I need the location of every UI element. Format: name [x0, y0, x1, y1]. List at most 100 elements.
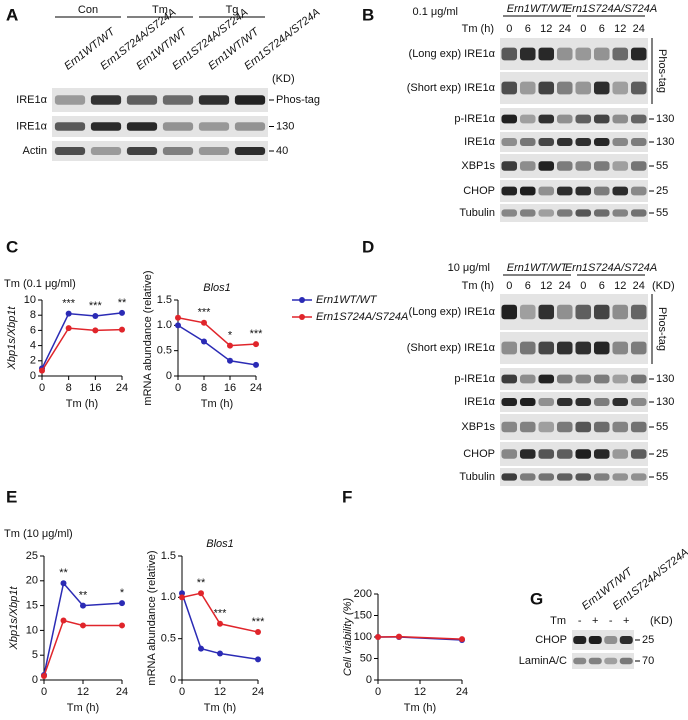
data-point: [65, 310, 72, 317]
data-point: [119, 326, 125, 333]
band: [612, 186, 629, 196]
band: [538, 341, 555, 355]
y-tick-label: 20: [26, 575, 38, 587]
data-point: [198, 590, 204, 597]
lane-tick: 0: [506, 280, 512, 292]
y-tick-label: 6: [30, 324, 36, 336]
band: [501, 304, 518, 320]
blot-strip: [52, 141, 268, 161]
band: [519, 81, 536, 95]
y-tick-label: 50: [360, 652, 372, 664]
band: [501, 47, 518, 61]
band: [556, 114, 573, 124]
lane-label: Ern1WT/WT: [580, 565, 636, 612]
blot-strip: [500, 72, 648, 104]
data-point: [253, 361, 259, 368]
group-label: Ern1WT/WT: [507, 3, 569, 15]
band: [556, 161, 573, 171]
lane-tick: 6: [525, 280, 531, 292]
y-tick-label: 1.5: [161, 550, 176, 562]
band: [612, 81, 629, 95]
band: [90, 122, 122, 131]
data-point: [60, 617, 67, 624]
band: [612, 114, 629, 124]
size-marker: 25: [656, 185, 668, 197]
y-tick-label: 10: [24, 294, 36, 306]
band: [630, 449, 647, 459]
band: [54, 95, 86, 105]
lane-tick: 24: [559, 280, 571, 292]
size-marker: 55: [656, 160, 668, 172]
data-point: [119, 600, 125, 607]
y-tick-label: 0: [30, 370, 36, 382]
data-point: [255, 656, 261, 663]
legend-label: Ern1WT/WT: [316, 294, 378, 306]
blot-strip: [500, 180, 648, 202]
y-tick-label: 0: [366, 674, 372, 686]
band: [538, 138, 555, 146]
size-marker: 70: [642, 655, 654, 667]
band: [575, 341, 592, 355]
band: [126, 147, 158, 155]
time-label: Tm (h): [462, 280, 494, 292]
row-label: IRE1α: [16, 120, 47, 132]
band: [556, 81, 573, 95]
band: [630, 304, 647, 320]
y-tick-label: 25: [26, 550, 38, 562]
band: [575, 161, 592, 171]
band: [90, 147, 122, 155]
data-point: [39, 367, 45, 374]
blot-strip: [500, 368, 648, 390]
significance: ***: [62, 298, 76, 310]
band: [519, 161, 536, 171]
data-point: [175, 322, 181, 329]
band: [612, 138, 629, 146]
blot-strip: [500, 414, 648, 440]
band: [630, 421, 647, 433]
band: [538, 421, 555, 433]
series-line: [377, 635, 463, 640]
significance: ***: [89, 300, 103, 312]
lane-tick: -: [578, 615, 582, 627]
band: [593, 81, 610, 95]
band: [519, 449, 536, 459]
band: [619, 657, 633, 665]
blot-strip: [500, 132, 648, 152]
band: [501, 161, 518, 171]
x-tick-label: 0: [179, 686, 185, 698]
row-label: (Short exp) IRE1α: [407, 82, 496, 94]
row-label: (Short exp) IRE1α: [407, 342, 496, 354]
lane-tick: 0: [580, 23, 586, 35]
band: [538, 81, 555, 95]
lane-tick: 0: [580, 280, 586, 292]
band: [556, 186, 573, 196]
band: [538, 398, 555, 406]
band: [519, 341, 536, 355]
band: [519, 138, 536, 146]
band: [54, 147, 86, 155]
band: [519, 114, 536, 124]
band: [501, 341, 518, 355]
blot-strip: [52, 116, 268, 137]
band: [556, 304, 573, 320]
band: [575, 449, 592, 459]
data-point: [201, 319, 207, 326]
row-label: CHOP: [463, 448, 495, 460]
band: [556, 209, 573, 217]
lane-tick: 6: [599, 23, 605, 35]
band: [519, 374, 536, 384]
x-tick-label: 0: [41, 686, 47, 698]
band: [501, 421, 518, 433]
band: [162, 147, 194, 155]
band: [588, 657, 602, 665]
group-label: Tm: [152, 4, 168, 16]
band: [556, 398, 573, 406]
row-label: CHOP: [535, 634, 567, 646]
row-label: LaminA/C: [519, 655, 567, 667]
row-label: p-IRE1α: [454, 113, 495, 125]
band: [575, 374, 592, 384]
blot-strip: [500, 154, 648, 178]
band: [630, 81, 647, 95]
band: [612, 449, 629, 459]
